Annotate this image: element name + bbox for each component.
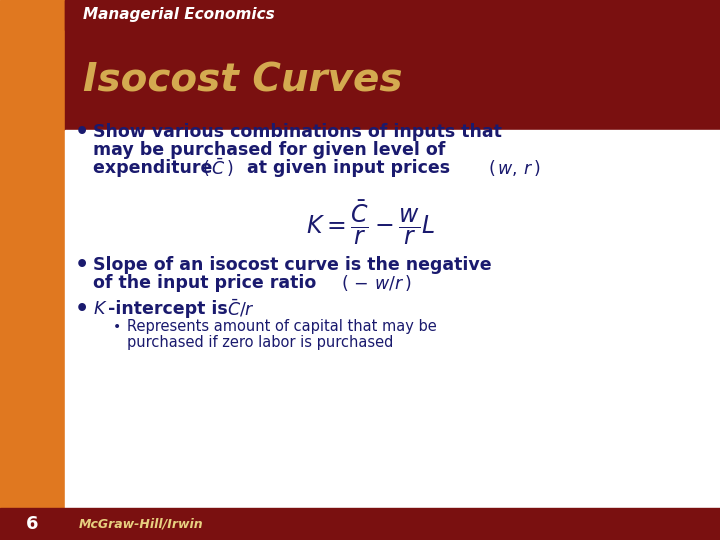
Text: 6: 6 [26, 515, 39, 533]
Text: Slope of an isocost curve is the negative: Slope of an isocost curve is the negativ… [93, 256, 492, 274]
Text: $(\,\bar{C}\,)$: $(\,\bar{C}\,)$ [202, 157, 234, 179]
Bar [65, 0, 720, 130]
Text: $\bar{C}/r$: $\bar{C}/r$ [227, 298, 255, 320]
Text: $(\,w,\, r\,)$: $(\,w,\, r\,)$ [488, 158, 541, 178]
Text: McGraw-Hill/Irwin: McGraw-Hill/Irwin [79, 517, 204, 530]
Text: Isocost Curves: Isocost Curves [83, 61, 402, 99]
Text: $K = \dfrac{\bar{C}}{r} - \dfrac{w}{r}L$: $K = \dfrac{\bar{C}}{r} - \dfrac{w}{r}L$ [305, 199, 434, 247]
Text: Managerial Economics: Managerial Economics [83, 8, 275, 23]
Text: Show various combinations of inputs that: Show various combinations of inputs that [93, 123, 502, 141]
Text: Represents amount of capital that may be: Represents amount of capital that may be [127, 320, 437, 334]
Text: $K$: $K$ [93, 300, 107, 318]
Text: -intercept is: -intercept is [108, 300, 234, 318]
Text: $(\,-\,w/r\,)$: $(\,-\,w/r\,)$ [341, 273, 412, 293]
Bar [0, 0, 65, 540]
Bar [0, 508, 720, 540]
Text: •: • [113, 320, 121, 334]
Bar [65, 0, 720, 30]
Text: •: • [75, 299, 89, 319]
Text: •: • [75, 122, 89, 142]
Text: at given input prices: at given input prices [241, 159, 456, 177]
Text: •: • [75, 255, 89, 275]
Text: may be purchased for given level of: may be purchased for given level of [93, 141, 446, 159]
Text: expenditure: expenditure [93, 159, 218, 177]
Text: purchased if zero labor is purchased: purchased if zero labor is purchased [127, 334, 393, 349]
Text: of the input price ratio: of the input price ratio [93, 274, 323, 292]
Bar [65, 130, 720, 508]
